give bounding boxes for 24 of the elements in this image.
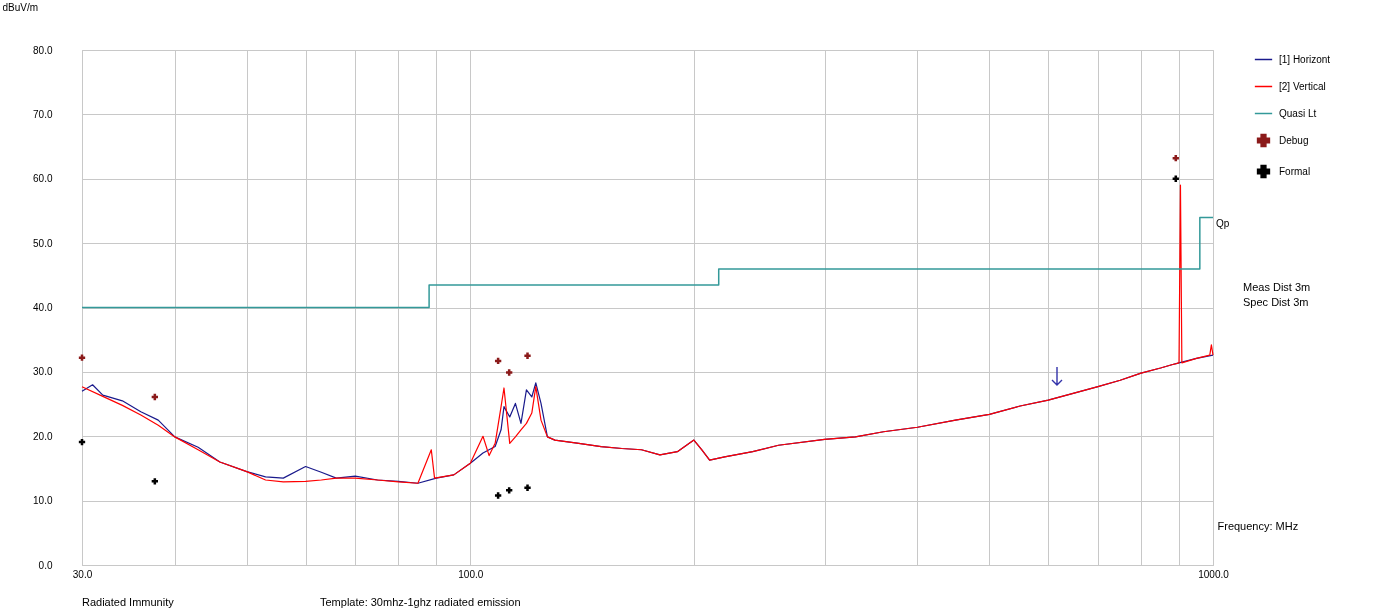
text: Template: 30mhz-1ghz radiated emission <box>320 596 521 608</box>
x-axis-title: Frequency: MHz <box>1217 519 1299 532</box>
legend-label: Debug <box>1279 134 1309 146</box>
legend-label: [1] Horizont <box>1279 53 1331 65</box>
text: Meas Dist 3m <box>1243 281 1311 293</box>
y-tick-label: 60.0 <box>33 173 53 185</box>
y-tick-label: 70.0 <box>33 108 53 120</box>
legend-label: Formal <box>1279 165 1311 177</box>
y-tick-label: 10.0 <box>33 495 53 507</box>
y-tick-label: 30.0 <box>33 366 53 378</box>
annotation: Qp <box>1216 218 1230 230</box>
y-tick-label: 20.0 <box>33 430 53 442</box>
x-tick-label: 30.0 <box>72 568 93 580</box>
x-tick-label: 1000.0 <box>1198 568 1230 580</box>
legend-label: Quasi Lt <box>1279 107 1317 119</box>
legend-label: [2] Vertical <box>1279 80 1326 92</box>
y-tick-label: 80.0 <box>33 44 53 56</box>
text: Radiated Immunity <box>82 596 175 608</box>
y-tick-label: 40.0 <box>33 302 53 313</box>
y-tick-label: 50.0 <box>33 237 53 249</box>
x-tick-label: 100.0 <box>458 568 484 580</box>
y-tick-label: 0.0 <box>38 559 53 571</box>
y-axis-title: dBuV/m <box>2 1 39 13</box>
text: Spec Dist 3m <box>1243 296 1309 308</box>
